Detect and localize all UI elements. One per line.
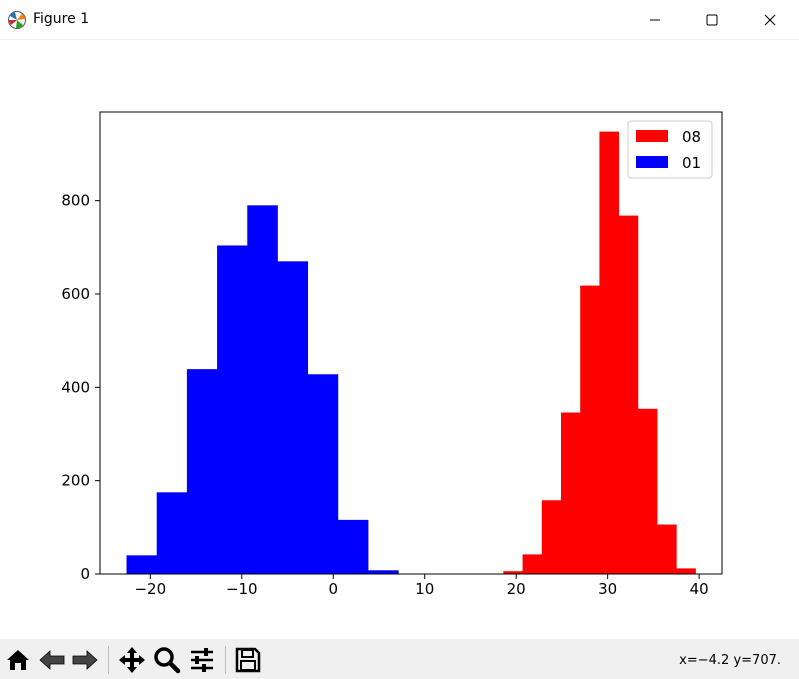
back-icon xyxy=(39,650,65,670)
zoom-button[interactable] xyxy=(152,645,182,675)
histogram-bar xyxy=(217,245,248,574)
x-tick-label: 0 xyxy=(328,580,338,598)
configure-subplots-icon xyxy=(191,648,213,672)
toolbar-separator xyxy=(108,646,109,674)
save-icon xyxy=(235,647,261,673)
minimize-button[interactable] xyxy=(626,0,684,39)
x-tick-label: 10 xyxy=(415,580,434,598)
pan-button[interactable] xyxy=(117,645,147,675)
histogram-bar xyxy=(247,205,278,575)
y-tick-label: 0 xyxy=(80,565,90,583)
forward-icon xyxy=(72,650,98,670)
minimize-icon xyxy=(650,19,660,20)
plot-frame xyxy=(99,111,723,575)
y-tick-label: 200 xyxy=(61,472,90,490)
back-button[interactable] xyxy=(37,645,67,675)
histogram-bar xyxy=(368,570,399,574)
x-tick-label: −10 xyxy=(226,580,258,598)
x-tick-label: −20 xyxy=(134,580,166,598)
legend-swatch xyxy=(636,156,668,168)
home-button[interactable] xyxy=(3,645,33,675)
histogram-bar xyxy=(657,524,677,574)
matplotlib-icon xyxy=(7,10,27,30)
figure-canvas[interactable]: −20 −10 0 10 20 30 40 0 200 400 600 800 08 01 xyxy=(0,40,799,639)
y-tick-label: 600 xyxy=(61,285,90,303)
histogram-bar xyxy=(637,408,658,574)
histogram-bar xyxy=(277,261,309,574)
zoom-icon xyxy=(154,647,181,674)
histogram-bar xyxy=(186,369,218,574)
legend-swatch xyxy=(636,130,668,142)
x-tick-label: 20 xyxy=(507,580,526,598)
histogram-bar xyxy=(503,571,523,574)
histogram-bar xyxy=(522,554,543,574)
histogram-bar xyxy=(599,131,620,574)
home-icon xyxy=(7,650,29,670)
histogram-bar xyxy=(580,285,600,574)
x-tick-label: 30 xyxy=(598,580,617,598)
window-title: Figure 1 xyxy=(33,11,90,27)
y-tick-label: 800 xyxy=(61,192,90,210)
legend-label: 08 xyxy=(682,128,701,146)
close-icon xyxy=(764,14,776,25)
histogram-bar xyxy=(126,555,158,574)
toolbar-separator xyxy=(225,646,226,674)
histogram-bar xyxy=(156,492,188,574)
histogram-bar xyxy=(618,215,639,574)
window-titlebar: Figure 1 xyxy=(0,0,799,40)
maximize-icon xyxy=(706,14,718,25)
legend-label: 01 xyxy=(682,154,701,172)
y-tick-label: 400 xyxy=(61,378,90,396)
histogram-bar xyxy=(676,568,696,574)
maximize-button[interactable] xyxy=(683,0,741,39)
histogram-bar xyxy=(337,519,369,574)
x-tick-label: 40 xyxy=(690,580,709,598)
pan-icon xyxy=(119,647,145,673)
close-button[interactable] xyxy=(741,0,799,39)
histogram-bar xyxy=(561,412,581,574)
cursor-coordinates: x=−4.2 y=707. xyxy=(679,653,781,668)
forward-button[interactable] xyxy=(70,645,100,675)
navigation-toolbar: x=−4.2 y=707. xyxy=(0,639,799,679)
configure-subplots-button[interactable] xyxy=(187,645,217,675)
histogram-bar xyxy=(541,500,562,574)
save-button[interactable] xyxy=(233,645,263,675)
histogram-bar xyxy=(307,374,339,574)
